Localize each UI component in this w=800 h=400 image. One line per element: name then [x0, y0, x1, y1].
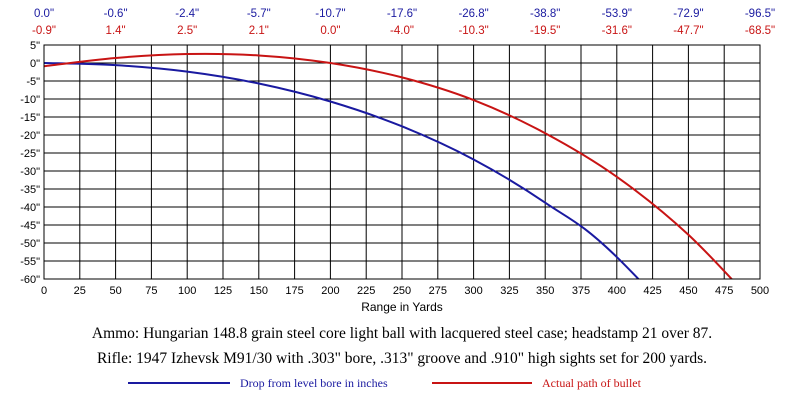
series-line-drop	[44, 62, 640, 279]
drop-value-label: -96.5"	[745, 8, 775, 20]
drop-value-label: -72.9"	[673, 8, 703, 20]
path-values-row: -0.9" 1.4" 2.5" 2.1" 0.0" -4.0" -10.3" -19.5" -3…	[32, 25, 775, 37]
x-tick-label: 450	[679, 285, 697, 297]
path-value-label: -31.6"	[602, 25, 632, 37]
y-tick-label: -50"	[20, 238, 40, 250]
legend: Drop from level bore in inches Actual pa…	[128, 376, 642, 390]
series-lines	[44, 52, 734, 279]
path-value-label: 2.1"	[249, 25, 269, 37]
grid	[44, 45, 760, 279]
x-tick-label: 75	[145, 285, 157, 297]
path-value-label: 0.0"	[320, 25, 340, 37]
path-value-label: -19.5"	[530, 25, 560, 37]
x-tick-label: 225	[357, 285, 375, 297]
path-value-label: -4.0"	[390, 25, 414, 37]
path-value-label: 1.4"	[106, 25, 126, 37]
x-tick-label: 50	[109, 285, 121, 297]
y-tick-label: -10"	[20, 94, 40, 106]
plot-frame	[43, 44, 761, 280]
drop-values-row: 0.0" -0.6" -2.4" -5.7" -10.7" -17.6" -26.8" -38…	[34, 8, 775, 20]
caption-rifle: Rifle: 1947 Izhevsk M91/30 with .303" bo…	[97, 350, 707, 367]
drop-value-label: -10.7"	[315, 8, 345, 20]
y-tick-label: -20"	[20, 130, 40, 142]
x-tick-label: 475	[715, 285, 733, 297]
drop-value-label: -5.7"	[247, 8, 271, 20]
drop-value-label: -26.8"	[458, 8, 488, 20]
x-tick-label: 25	[74, 285, 86, 297]
drop-value-label: -17.6"	[387, 8, 417, 20]
drop-value-label: -53.9"	[602, 8, 632, 20]
y-axis-ticks: 5" 0" -5" -10" -15" -20" -25" -30" -35" -40" -45" -…	[20, 40, 40, 286]
y-tick-label: -25"	[20, 148, 40, 160]
x-tick-label: 400	[608, 285, 626, 297]
path-value-label: -0.9"	[32, 25, 56, 37]
y-tick-label: -55"	[20, 256, 40, 268]
x-tick-label: 425	[643, 285, 661, 297]
path-value-label: 2.5"	[177, 25, 197, 37]
series-line-path	[44, 52, 734, 279]
y-tick-label: -40"	[20, 202, 40, 214]
x-tick-label: 250	[393, 285, 411, 297]
y-tick-label: -5"	[26, 76, 40, 88]
x-axis-label: Range in Yards	[361, 300, 443, 314]
y-tick-label: -45"	[20, 220, 40, 232]
x-tick-label: 100	[178, 285, 196, 297]
drop-value-label: -0.6"	[104, 8, 128, 20]
x-tick-label: 375	[572, 285, 590, 297]
x-tick-label: 175	[285, 285, 303, 297]
x-tick-label: 0	[41, 285, 47, 297]
y-tick-label: -30"	[20, 166, 40, 178]
y-tick-label: -35"	[20, 184, 40, 196]
path-value-label: -47.7"	[673, 25, 703, 37]
x-tick-label: 325	[500, 285, 518, 297]
y-tick-label: 0"	[30, 58, 40, 70]
path-value-label: -10.3"	[458, 25, 488, 37]
x-tick-label: 200	[321, 285, 339, 297]
legend-label-drop: Drop from level bore in inches	[240, 376, 388, 390]
y-tick-label: -15"	[20, 112, 40, 124]
x-axis-ticks: 0 25 50 75 100 125 150 175 200 225 250 275 300 325 350…	[41, 285, 769, 297]
x-tick-label: 300	[464, 285, 482, 297]
drop-value-label: -38.8"	[530, 8, 560, 20]
drop-value-label: 0.0"	[34, 8, 54, 20]
y-tick-label: 5"	[30, 40, 40, 52]
legend-label-path: Actual path of bullet	[542, 376, 642, 390]
x-tick-label: 275	[429, 285, 447, 297]
path-value-label: -68.5"	[745, 25, 775, 37]
caption-ammo: Ammo: Hungarian 148.8 grain steel core l…	[92, 325, 712, 342]
x-tick-label: 500	[751, 285, 769, 297]
x-tick-label: 125	[214, 285, 232, 297]
y-tick-label: -60"	[20, 274, 40, 286]
x-tick-label: 350	[536, 285, 554, 297]
x-tick-label: 150	[250, 285, 268, 297]
drop-value-label: -2.4"	[175, 8, 199, 20]
